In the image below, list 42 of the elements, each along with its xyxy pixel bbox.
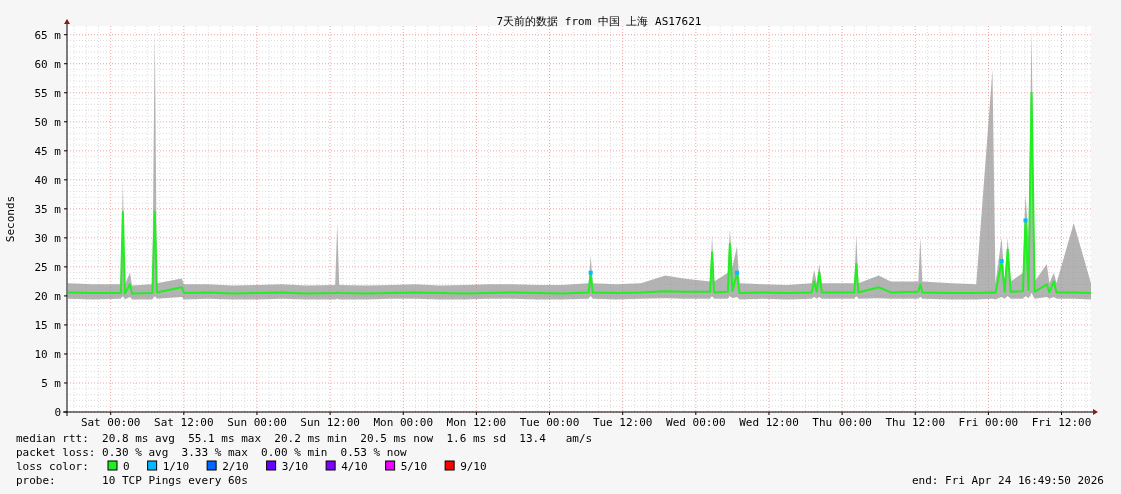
y-tick-label: 20 m (34, 289, 62, 303)
x-tick-label: Tue 00:00 (519, 416, 580, 429)
y-tick-label: 60 m (34, 57, 62, 71)
legend-label: 1/10 (162, 460, 190, 473)
legend-title: loss color: (16, 460, 89, 473)
x-tick-label: Mon 12:00 (446, 416, 507, 429)
x-tick-label: Wed 00:00 (666, 416, 726, 429)
text: end: Fri Apr 24 16:49:50 2026 (911, 474, 1104, 487)
y-axis-title: Seconds (4, 195, 17, 243)
y-tick-label: 0 (54, 406, 61, 419)
y-tick-label: 10 m (34, 347, 62, 361)
y-tick-label: 40 m (34, 173, 62, 187)
text: probe: 10 TCP Pings every 60s (16, 474, 248, 487)
y-tick-label: 25 m (34, 260, 62, 274)
legend-label: 9/10 (460, 460, 487, 473)
x-tick-label: Tue 12:00 (592, 416, 653, 429)
x-tick-label: Thu 12:00 (885, 416, 946, 429)
legend-label: 3/10 (281, 460, 309, 473)
x-tick-label: Wed 12:00 (739, 416, 799, 429)
x-tick-label: Mon 00:00 (373, 416, 434, 429)
x-tick-label: Sat 00:00 (80, 416, 141, 429)
legend-label: 0 (123, 460, 130, 473)
legend-label: 5/10 (400, 460, 428, 473)
y-tick-label: 50 m (34, 115, 62, 129)
legend-label: 2/10 (222, 460, 249, 473)
text: packet loss: 0.30 % avg 3.33 % max 0.00 % min 0.53 % now (16, 446, 408, 459)
y-tick-label: 30 m (34, 231, 62, 245)
y-tick-label: 55 m (34, 86, 62, 100)
x-tick-label: Sat 12:00 (154, 416, 214, 429)
text: median rtt: 20.8 ms avg 55.1 ms max 20.2 ms min 20.5 ms now 1.6 ms sd 13.4 am/s (16, 432, 593, 445)
y-tick-label: 5 m (41, 376, 62, 390)
x-tick-label: Fri 00:00 (958, 416, 1019, 429)
y-tick-label: 35 m (34, 202, 62, 216)
y-tick-label: 15 m (34, 318, 62, 332)
y-tick-label: 45 m (34, 144, 62, 158)
chart-title: 7天前的数据 from 中国 上海 AS17621 (496, 15, 702, 28)
x-tick-label: Thu 00:00 (812, 416, 872, 429)
x-tick-label: Sun 12:00 (300, 416, 360, 429)
y-tick-label: 65 m (34, 28, 62, 42)
x-tick-label: Fri 12:00 (1031, 416, 1092, 429)
legend-label: 4/10 (341, 460, 368, 473)
x-tick-label: Sun 00:00 (227, 416, 287, 429)
